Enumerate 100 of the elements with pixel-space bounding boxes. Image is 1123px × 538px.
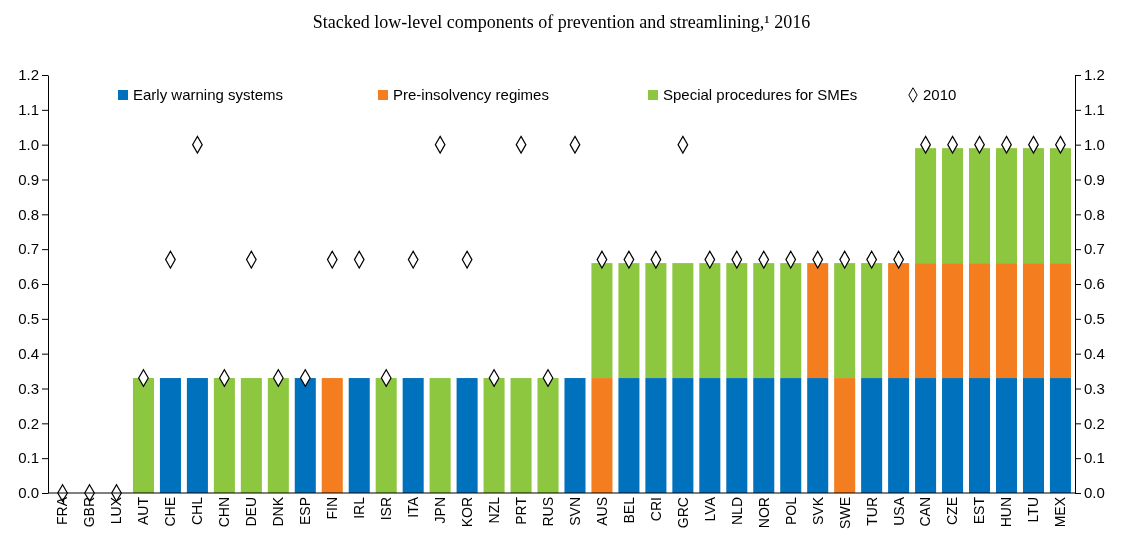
y2-tick-label: 0.5 — [1084, 310, 1105, 328]
chart-title: Stacked low-level components of prevention and streamlining,¹ 2016 — [312, 12, 811, 32]
x-tick-label: ITA — [405, 496, 422, 518]
bar — [348, 378, 370, 493]
bar — [456, 378, 478, 493]
y2-tick-label: 1.1 — [1084, 101, 1105, 119]
y-tick-label: 0.1 — [18, 449, 39, 467]
x-tick-label: LVA — [701, 496, 718, 522]
y2-tick-label: 0.4 — [1084, 344, 1105, 362]
bar — [834, 263, 856, 379]
x-tick-label: NOR — [755, 497, 772, 529]
x-tick-label: JPN — [432, 497, 449, 524]
x-tick-label: KOR — [459, 497, 476, 528]
x-tick-label: SVN — [566, 497, 583, 526]
y-tick-label: 0.5 — [18, 310, 39, 328]
bar — [645, 263, 667, 379]
bar — [402, 378, 424, 493]
y-tick-label: 1.1 — [18, 101, 39, 119]
bar — [726, 263, 748, 379]
bar — [969, 263, 991, 379]
bar — [429, 378, 451, 493]
x-tick-label: NLD — [728, 497, 745, 526]
x-tick-label: MEX — [1052, 496, 1069, 528]
x-tick-label: PRT — [512, 496, 529, 525]
text: 0.0 — [1084, 484, 1105, 502]
bar — [483, 378, 505, 493]
bar — [888, 263, 910, 379]
bar — [942, 378, 964, 493]
x-tick-label: RUS — [539, 497, 556, 527]
x-tick-label: NZL — [485, 496, 502, 524]
bar — [834, 378, 856, 493]
x-tick-label: HUN — [998, 497, 1015, 528]
bar — [942, 263, 964, 379]
y2-tick-label: 0.2 — [1084, 414, 1105, 432]
y-tick-label: 0.4 — [18, 344, 39, 362]
bar — [132, 378, 154, 493]
x-tick-label: ISR — [378, 497, 395, 521]
bar — [995, 263, 1018, 379]
bar — [240, 378, 262, 493]
bar — [294, 378, 316, 493]
x-tick-label: FRA — [54, 496, 71, 525]
y2-tick-label: 0.1 — [1084, 449, 1105, 467]
bar — [213, 378, 235, 493]
bar — [969, 148, 991, 264]
bar — [861, 263, 883, 379]
x-tick-label: AUT — [135, 496, 152, 525]
bar — [591, 263, 613, 379]
bar — [699, 378, 721, 493]
x-tick-label: POL — [782, 496, 799, 526]
bar — [807, 263, 829, 379]
bar — [699, 263, 721, 379]
x-tick-label: LUX — [108, 496, 125, 525]
bar — [510, 378, 532, 493]
x-tick-label: EST — [971, 496, 988, 525]
x-tick-label: FIN — [324, 497, 341, 520]
y2-tick-label: 0.7 — [1084, 240, 1105, 258]
bar — [267, 378, 289, 493]
y-tick-label: 0.9 — [18, 170, 39, 188]
x-tick-label: CHN — [216, 497, 233, 528]
x-tick-label: GBR — [81, 497, 98, 528]
bar — [564, 378, 586, 493]
y2-tick-label: 0.9 — [1084, 170, 1105, 188]
bar — [1022, 378, 1044, 493]
x-tick-label: CZE — [944, 497, 961, 525]
bar — [969, 378, 991, 493]
bar — [942, 148, 964, 264]
bar — [1022, 148, 1044, 264]
bar — [618, 263, 640, 379]
legend-label: 2010 — [923, 86, 957, 103]
bar — [753, 263, 775, 379]
x-tick-label: CHE — [162, 497, 179, 527]
bar — [888, 378, 910, 493]
bar — [618, 378, 640, 493]
bar — [159, 378, 181, 493]
bar — [375, 378, 397, 493]
x-tick-label: BEL — [620, 496, 637, 524]
bar — [537, 378, 559, 493]
legend-label: Pre-insolvency regimes — [393, 86, 549, 103]
bar — [186, 378, 208, 493]
x-tick-label: CRI — [647, 497, 664, 522]
bar — [861, 378, 883, 493]
bar — [1049, 263, 1071, 379]
bar — [1049, 378, 1071, 493]
bar — [726, 378, 748, 493]
y2-tick-label: 0.3 — [1084, 379, 1105, 397]
x-tick-label: DEU — [243, 497, 260, 527]
legend-label: Early warning systems — [133, 86, 284, 103]
bar — [645, 378, 667, 493]
bar — [672, 378, 694, 493]
x-tick-label: AUS — [593, 497, 610, 526]
bar — [1022, 263, 1044, 379]
text: 1.0 — [18, 135, 39, 153]
bar — [915, 378, 937, 493]
x-tick-label: ESP — [297, 497, 314, 526]
bar — [672, 263, 694, 379]
bar — [995, 148, 1018, 264]
y2-tick-label: 0.6 — [1084, 275, 1105, 293]
text: 1.0 — [1084, 135, 1105, 153]
bar — [780, 378, 802, 493]
text: 0.0 — [18, 484, 39, 502]
